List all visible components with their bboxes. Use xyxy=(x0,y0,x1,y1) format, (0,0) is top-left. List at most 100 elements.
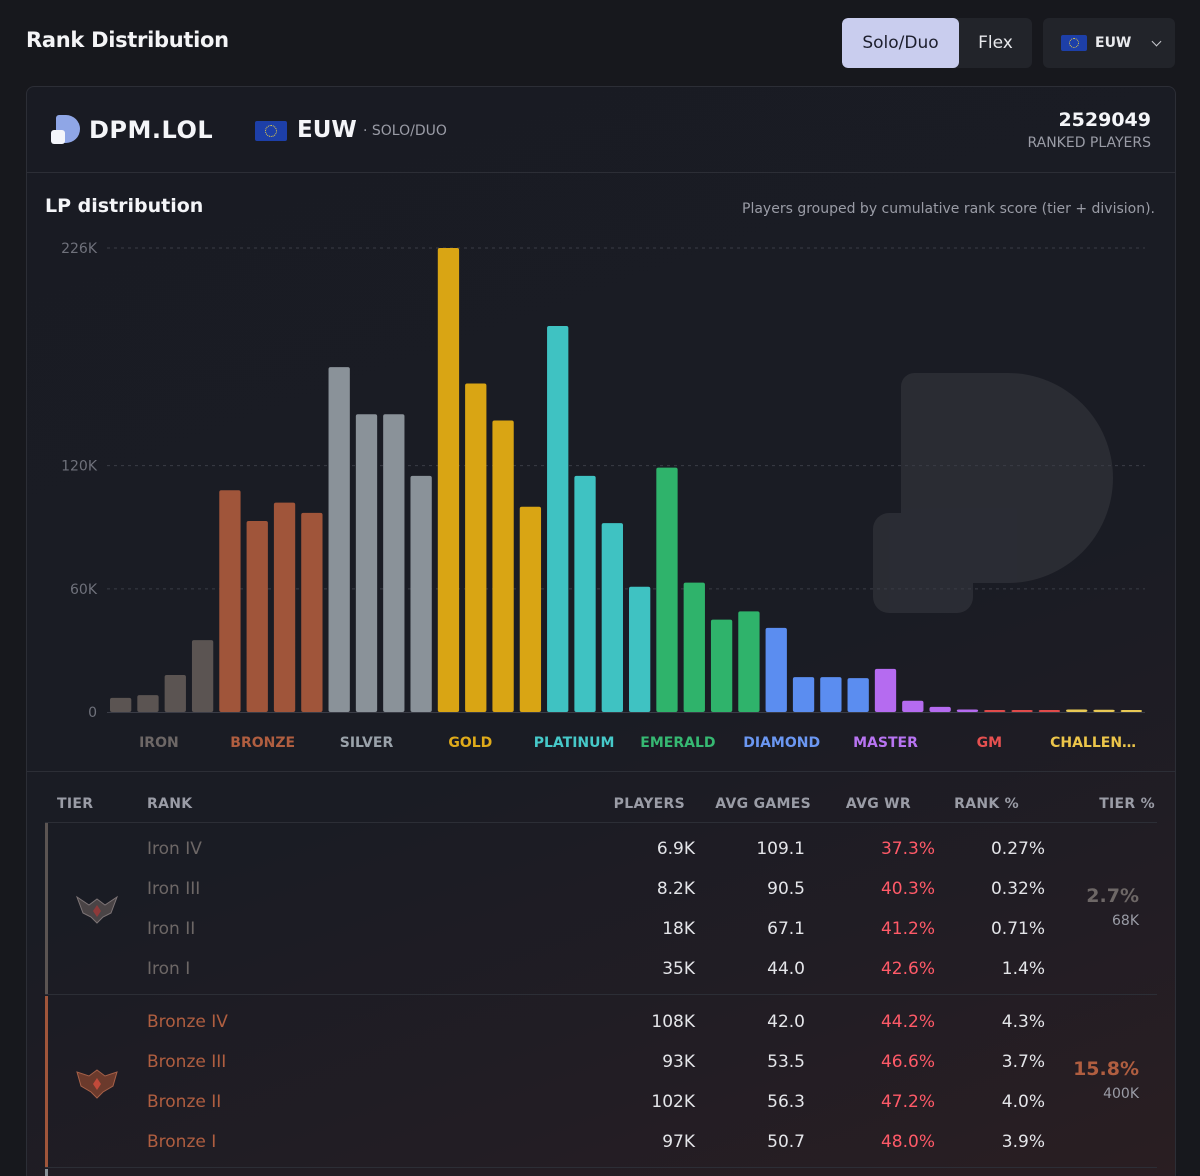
players-value: 97K xyxy=(662,1132,695,1152)
y-tick-label: 120K xyxy=(61,459,98,475)
chart-title: LP distribution xyxy=(45,195,204,217)
bar: Platinum II xyxy=(601,523,623,712)
tier-group-bronze: Bronze IV 108K 42.0 44.2% 4.3% Bronze II… xyxy=(45,996,1157,1168)
bar: Platinum I xyxy=(629,586,651,712)
tier-group-iron: Iron IV 6.9K 109.1 37.3% 0.27% Iron III … xyxy=(45,823,1157,995)
tier-label: DIAMOND xyxy=(743,735,820,751)
tier-label: GM xyxy=(977,735,1002,751)
avg-games-value: 53.5 xyxy=(767,1052,805,1072)
chart-subtitle: Players grouped by cumulative rank score… xyxy=(742,201,1155,217)
top-bar: Rank Distribution Solo/Duo Flex EUW xyxy=(0,0,1200,86)
tier-pct: 15.8% xyxy=(1073,1058,1139,1080)
avg-games-value: 44.0 xyxy=(767,959,805,979)
rank-name: Bronze I xyxy=(147,1132,217,1152)
bar: Emerald III xyxy=(683,582,705,712)
bar: Master++ xyxy=(929,706,951,712)
bar: Silver IV xyxy=(328,367,350,712)
bar: Diamond I xyxy=(847,678,869,712)
rank-name: Iron III xyxy=(147,879,201,899)
bar: Challenger xyxy=(1066,709,1088,712)
table-header-divider xyxy=(45,822,1157,823)
solo-duo-button[interactable]: Solo/Duo xyxy=(842,18,959,68)
tier-label: EMERALD xyxy=(640,735,715,751)
table-row[interactable]: Iron IV 6.9K 109.1 37.3% 0.27% xyxy=(45,829,1157,869)
tier-label: BRONZE xyxy=(230,735,295,751)
chevron-down-icon xyxy=(1151,36,1162,46)
bar: GM++ xyxy=(1038,710,1061,712)
bar: Emerald IV xyxy=(656,467,678,712)
region-select-value: EUW xyxy=(1095,35,1132,51)
tier-stripe xyxy=(45,1169,48,1176)
bar: Diamond III xyxy=(792,677,815,712)
rank-pct-value: 1.4% xyxy=(1001,959,1045,979)
bar: GM+ xyxy=(1011,710,1033,712)
rank-name: Bronze III xyxy=(147,1052,227,1072)
eu-flag-icon xyxy=(255,121,287,141)
rank-pct-value: 0.71% xyxy=(990,919,1045,939)
avg-wr-value: 37.3% xyxy=(880,839,935,859)
players-value: 35K xyxy=(662,959,695,979)
table-row[interactable]: Iron III 8.2K 90.5 40.3% 0.32% xyxy=(45,869,1157,909)
tier-count: 400K xyxy=(1103,1086,1139,1102)
rank-name: Iron IV xyxy=(147,839,202,859)
total-players: 2529049 xyxy=(1058,109,1151,131)
table-row[interactable]: Iron II 18K 67.1 41.2% 0.71% xyxy=(45,909,1157,949)
tier-divider xyxy=(45,1167,1157,1168)
avg-wr-value: 41.2% xyxy=(880,919,935,939)
rank-distribution-card: DPM.LOL EUW · SOLO/DUO 2529049 RANKED PL… xyxy=(26,86,1176,1176)
table-row[interactable]: Bronze I 97K 50.7 48.0% 3.9% xyxy=(45,1122,1157,1162)
tier-pct: 2.7% xyxy=(1086,885,1139,907)
table-row[interactable]: Bronze IV 108K 42.0 44.2% 4.3% xyxy=(45,1002,1157,1042)
card-region: EUW xyxy=(297,117,357,143)
players-value: 102K xyxy=(651,1092,695,1112)
th-rank: RANK xyxy=(147,796,193,812)
th-tier: TIER xyxy=(57,796,94,812)
tier-label: PLATINUM xyxy=(534,735,615,751)
rank-pct-value: 3.7% xyxy=(1001,1052,1045,1072)
players-value: 6.9K xyxy=(656,839,695,859)
bar: GM xyxy=(984,709,1006,712)
table-row[interactable]: Bronze III 93K 53.5 46.6% 3.7% xyxy=(45,1042,1157,1082)
bar: Emerald II xyxy=(710,619,733,712)
th-players: PLAYERS xyxy=(613,796,685,812)
brand-name: DPM.LOL xyxy=(89,116,214,144)
flex-button[interactable]: Flex xyxy=(978,33,1013,53)
tier-label: IRON xyxy=(139,735,179,751)
avg-games-value: 90.5 xyxy=(767,879,805,899)
avg-games-value: 109.1 xyxy=(756,839,805,859)
y-tick-label: 226K xyxy=(61,241,98,257)
rank-pct-value: 4.0% xyxy=(1001,1092,1045,1112)
y-tick-label: 0 xyxy=(88,705,97,721)
queue-toggle: Solo/Duo Flex xyxy=(842,18,1032,68)
y-tick-label: 60K xyxy=(70,582,98,598)
bar: Silver I xyxy=(410,475,432,712)
bar: Silver II xyxy=(383,414,405,712)
tier-stripe xyxy=(45,823,48,995)
avg-wr-value: 48.0% xyxy=(880,1132,935,1152)
th-avg-wr: AVG WR xyxy=(845,796,911,812)
region-select[interactable]: EUW xyxy=(1043,18,1175,68)
bar: Diamond IV xyxy=(765,627,787,712)
total-players-label: RANKED PLAYERS xyxy=(1027,135,1151,151)
tier-label: GOLD xyxy=(448,735,492,751)
bar: Gold II xyxy=(492,420,514,712)
rank-name: Bronze II xyxy=(147,1092,222,1112)
brand-logo: DPM.LOL xyxy=(51,115,213,145)
table-row[interactable]: Iron I 35K 44.0 42.6% 1.4% xyxy=(45,949,1157,989)
players-value: 8.2K xyxy=(656,879,695,899)
page-title: Rank Distribution xyxy=(26,28,229,52)
tier-count: 68K xyxy=(1112,913,1139,929)
rank-pct-value: 0.32% xyxy=(990,879,1045,899)
eu-flag-icon xyxy=(1061,35,1087,51)
avg-wr-value: 46.6% xyxy=(880,1052,935,1072)
bar: Emerald I xyxy=(738,611,760,712)
tier-group-silver xyxy=(45,1169,1157,1176)
bar: Bronze I xyxy=(301,512,323,712)
tier-divider xyxy=(45,994,1157,995)
table-row[interactable]: Bronze II 102K 56.3 47.2% 4.0% xyxy=(45,1082,1157,1122)
tier-label: MASTER xyxy=(853,735,918,751)
players-value: 18K xyxy=(662,919,695,939)
players-value: 108K xyxy=(651,1012,695,1032)
bar: Master xyxy=(874,668,897,712)
th-tier-pct: TIER % xyxy=(1099,796,1155,812)
